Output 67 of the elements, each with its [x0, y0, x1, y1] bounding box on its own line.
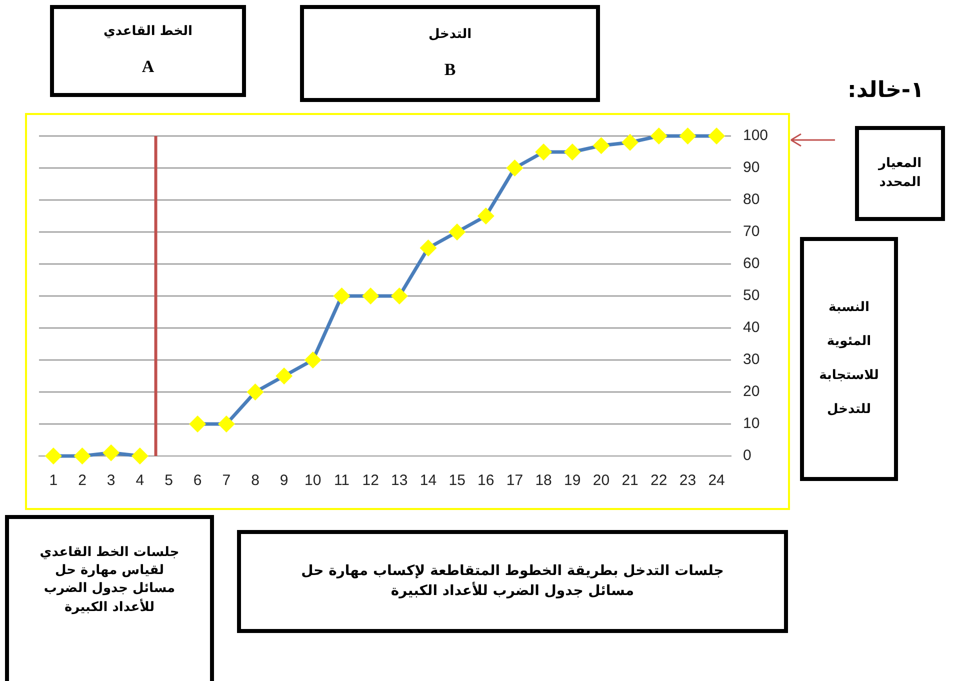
point — [218, 416, 234, 432]
x-tick-label: 24 — [708, 472, 725, 490]
text: جلسات الخط القاعدي لقياس مهارة حل مسائل جدول الضرب للأعداد الكبيرة — [38, 544, 180, 617]
x-tick-label: 21 — [622, 472, 638, 490]
x-tick-label: 12 — [362, 472, 379, 490]
y-tick-label: 70 — [742, 223, 760, 240]
y-tick-label: 30 — [742, 351, 760, 368]
x-tick-label: 10 — [304, 472, 322, 490]
point — [420, 240, 436, 256]
y-tick-label: 40 — [742, 319, 760, 336]
text: A — [142, 56, 154, 78]
x-tick-label: 11 — [334, 472, 350, 490]
text: B — [444, 58, 456, 81]
x-tick-label: 17 — [506, 472, 524, 490]
x-tick-label: 20 — [592, 472, 610, 490]
text: التدخل — [428, 26, 472, 44]
y-tick-label: 80 — [742, 191, 760, 208]
point — [392, 288, 408, 304]
y-tick-label: 90 — [742, 159, 760, 176]
point — [276, 368, 292, 384]
point — [362, 288, 378, 304]
y-tick-label: 60 — [742, 255, 760, 272]
point — [651, 128, 667, 144]
point — [74, 448, 90, 464]
x-tick-label: 13 — [391, 472, 408, 490]
text: ١-خالد: — [848, 78, 924, 103]
y-tick-label: 0 — [742, 447, 752, 464]
x-tick-label: 3 — [106, 472, 116, 490]
point — [449, 224, 465, 240]
point — [132, 448, 148, 464]
x-tick-label: 2 — [78, 472, 86, 490]
x-tick-label: 14 — [420, 472, 437, 490]
y-tick-label: 100 — [742, 127, 768, 144]
text: المعيار المحدد — [877, 155, 923, 192]
x-tick-label: 22 — [650, 472, 668, 490]
x-tick-label: 18 — [535, 472, 552, 490]
x-tick-label: 16 — [478, 472, 494, 490]
y-tick-label: 50 — [742, 287, 760, 304]
text: الخط القاعدي — [103, 23, 193, 41]
point — [564, 144, 580, 160]
point — [334, 288, 350, 304]
point — [190, 416, 206, 432]
point — [103, 445, 119, 461]
point — [247, 384, 263, 400]
point — [680, 128, 696, 144]
point — [46, 448, 62, 464]
x-tick-label: 19 — [564, 472, 581, 490]
x-tick-label: 8 — [251, 472, 260, 490]
y-tick-label: 20 — [742, 383, 760, 400]
x-tick-label: 7 — [222, 472, 231, 490]
x-tick-label: 9 — [280, 472, 288, 490]
x-tick-label: 15 — [448, 472, 466, 490]
text: جلسات التدخل بطريقة الخطوط المتقاطعة لإكساب مهارة حل مسائل جدول الضرب للأعداد الكبيرة — [301, 562, 724, 600]
y-tick-label: 10 — [742, 415, 760, 432]
x-tick-label: 6 — [193, 472, 202, 490]
x-tick-label: 23 — [679, 472, 696, 490]
point — [536, 144, 552, 160]
x-tick-label: 5 — [164, 472, 173, 490]
point — [593, 138, 609, 154]
x-tick-label: 4 — [136, 472, 144, 490]
point — [305, 352, 321, 368]
x-tick-label: 1 — [49, 472, 58, 490]
point — [506, 160, 522, 176]
point — [622, 134, 638, 150]
text: النسبة المئوية للاستجابة للتدخل — [819, 300, 879, 417]
point — [478, 208, 494, 224]
point — [708, 128, 724, 144]
